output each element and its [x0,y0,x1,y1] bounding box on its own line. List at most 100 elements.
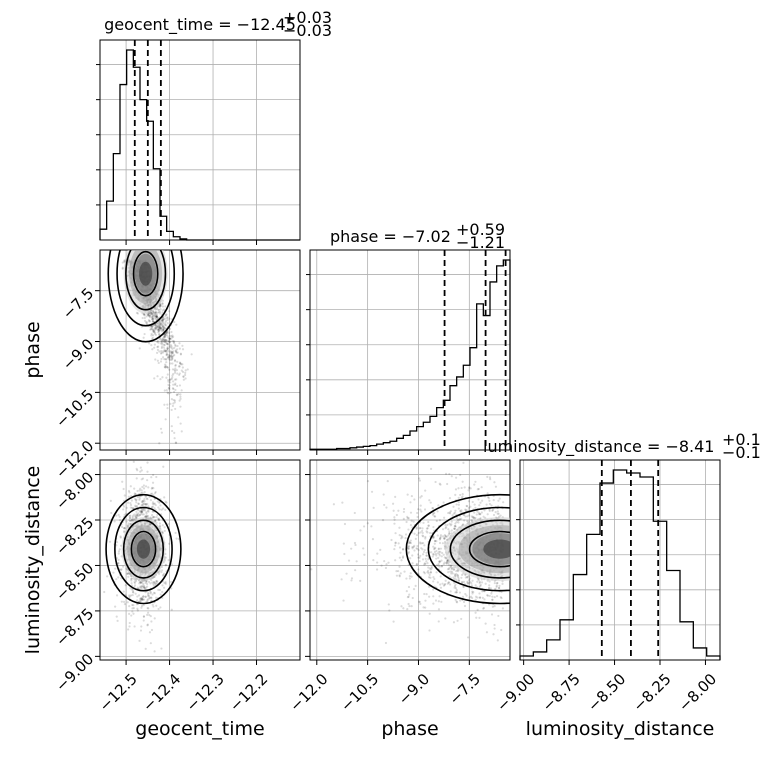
sample-point [157,328,161,331]
sample-point [114,567,117,570]
sample-point [162,325,165,328]
sample-point [404,533,408,536]
sample-point [171,356,174,359]
sample-point [130,582,133,585]
sample-point [149,313,152,316]
sample-point [161,524,164,527]
sample-point [445,561,448,565]
sample-point [153,497,156,501]
sample-point [167,380,170,383]
sample-point [422,550,426,554]
sample-point [155,515,158,519]
sample-point [131,607,134,610]
sample-point [167,336,170,339]
sample-point [122,590,125,593]
sample-point [141,597,144,601]
sample-point [363,553,366,556]
density-fill [136,539,151,559]
sample-point [162,318,165,321]
sample-point [140,598,144,601]
sample-point [433,515,436,518]
sample-point [139,629,143,632]
sample-point [144,595,147,598]
sample-point [154,311,158,314]
sample-point [166,330,169,334]
sample-point [479,513,482,516]
sample-point [135,516,138,520]
sample-point [385,506,388,509]
sample-point [407,602,410,606]
sample-point [136,514,139,517]
sample-point [455,578,458,582]
sample-point [167,383,170,386]
sample-point [149,615,152,618]
sample-point [443,537,446,540]
sample-point [471,500,474,504]
sample-point [133,513,136,516]
sample-point [497,586,501,590]
sample-point [158,326,162,330]
sample-point [450,475,453,478]
sample-point [418,600,421,604]
sample-point [433,550,436,554]
sample-point [407,547,410,550]
sample-point [431,507,435,510]
sample-point [471,515,474,519]
sample-point [143,509,147,512]
sample-point [453,527,456,530]
sample-point [444,579,447,582]
sample-point [128,519,131,522]
sample-point [427,576,431,579]
sample-point [413,544,416,547]
x-tick-label: −8.00 [675,670,720,715]
sample-point [160,327,163,330]
sample-point [437,600,440,603]
sample-point [425,554,429,557]
sample-point [405,590,408,593]
sample-point [134,515,137,518]
sample-point [498,584,501,587]
sample-point [465,504,468,508]
sample-point [168,310,171,313]
sample-point [142,615,146,618]
sample-point [385,563,388,566]
sample-point [423,563,426,566]
x-tick-label: −9.00 [493,670,538,715]
sample-point [172,350,175,353]
sample-point [154,317,157,320]
sample-point [394,541,397,544]
sample-point [168,355,171,358]
sample-point [163,343,166,347]
sample-point [160,349,163,353]
sample-point [425,593,428,596]
sample-point [408,541,411,544]
sample-point [440,565,443,568]
sample-point [421,527,424,530]
sample-point [408,541,411,544]
sample-point [161,319,164,323]
sample-point [161,319,164,322]
sample-point [487,587,490,590]
sample-point [493,627,496,630]
sample-point [149,591,153,594]
sample-point [162,325,165,328]
sample-point [359,579,362,583]
sample-point [407,563,410,567]
sample-point [147,594,151,597]
sample-point [133,580,136,583]
sample-point [392,509,395,512]
sample-point [147,314,150,317]
sample-point [450,523,453,526]
sample-point [158,305,162,308]
sample-point [148,596,151,599]
sample-point [454,525,457,528]
sample-point [124,584,127,587]
sample-point [158,330,161,333]
sample-point [144,515,147,518]
sample-point [438,565,441,568]
sample-point [450,572,453,575]
sample-point [154,492,157,495]
sample-point [453,525,456,528]
sample-point [424,489,427,492]
sample-point [138,639,141,642]
